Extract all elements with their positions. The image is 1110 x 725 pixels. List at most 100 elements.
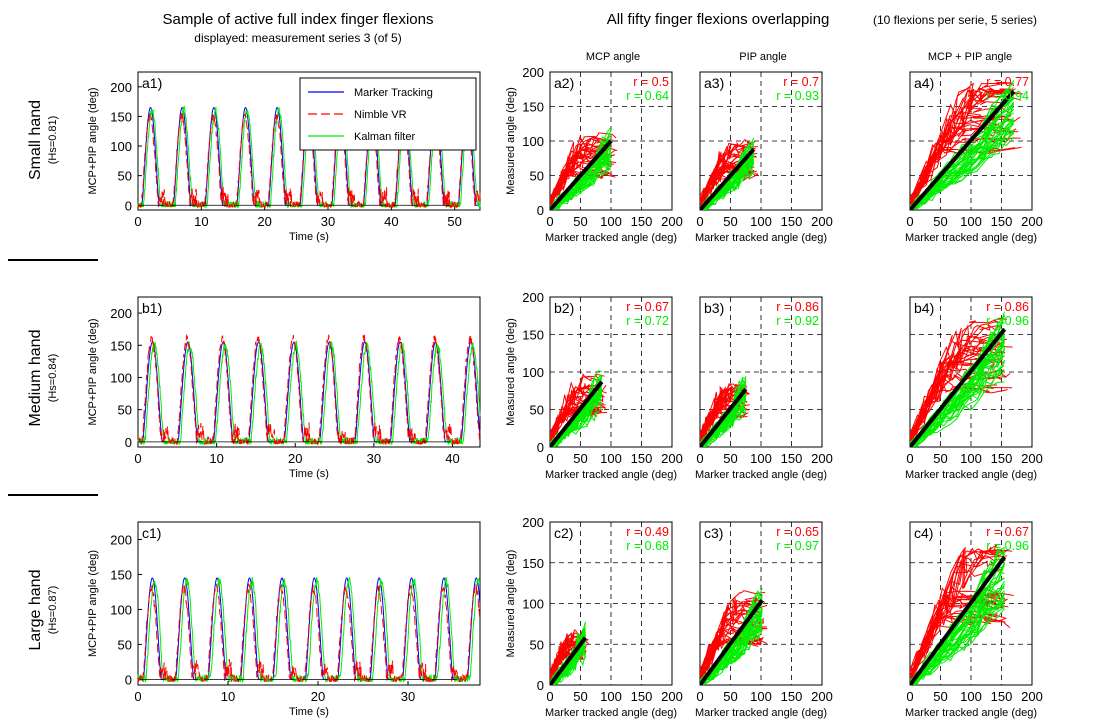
series-nimble [137,334,481,446]
nimble-trace [910,335,1008,443]
panel-label: b4) [914,300,934,316]
nimble-trace [910,111,1000,206]
series-nimble [137,583,481,684]
r-nimble-label: r = 0.7 [783,75,819,89]
kalman-trace [550,393,603,447]
series-kalman [137,576,481,684]
x-tick-label: 0 [546,451,553,466]
scatter-plot-a4: 0 50 100 150 200 Marker tracked angle (deg) a4… [905,71,1043,244]
scatter-traces [910,80,1024,210]
kalman-trace [910,608,1005,685]
x-tick-label: 20 [311,689,325,704]
x-tick-label: 100 [750,451,772,466]
panel-label: a2) [554,75,574,91]
x-tick-label: 100 [750,214,772,229]
kalman-trace [700,407,747,447]
x-tick-label: 200 [1021,689,1043,704]
y-axis-label: Measured angle (deg) [505,87,517,195]
y-tick-label: 150 [522,100,544,115]
y-axis-label: MCP+PIP angle (deg) [87,550,99,657]
y-tick-label: 200 [522,290,544,305]
x-axis-label: Marker tracked angle (deg) [545,707,677,719]
x-tick-label: 100 [600,451,622,466]
kalman-trace [910,594,1005,685]
y-tick-label: 200 [110,80,132,95]
identity-fit-line [550,139,613,210]
kalman-trace [910,104,1015,210]
nimble-trace [910,596,1006,673]
y-tick-label: 150 [110,109,132,124]
x-tick-label: 0 [134,689,141,704]
x-tick-label: 20 [257,214,271,229]
kalman-trace [700,155,754,210]
left-title: Sample of active full index finger flexi… [163,11,434,28]
y-tick-label: 50 [118,403,132,418]
axes-box [137,521,481,686]
y-tick-label: 50 [118,637,132,652]
nimble-trace [910,598,1008,671]
x-tick-label: 40 [384,214,398,229]
y-tick-label: 100 [522,365,544,380]
identity-fit-line [910,555,1007,685]
x-tick-label: 200 [661,451,683,466]
y-tick-label: 50 [530,403,544,418]
x-tick-label: 50 [933,689,947,704]
x-axis-label: Marker tracked angle (deg) [545,469,677,481]
row-hs-medium: (Hs=0.84) [47,354,59,403]
scatter-plot-a3: 0 50 100 150 200 Marker tracked angle (deg) a3… [695,71,833,244]
y-axis-label: MCP+PIP angle (deg) [87,87,99,194]
x-tick-label: 150 [781,689,803,704]
y-axis-label: Measured angle (deg) [505,318,517,426]
x-tick-label: 150 [631,689,653,704]
scatter-plot-b2: 00 50 50 100 100 150 150 200 200 Marker tracked a… [505,290,683,481]
scatter-plot-a2: 00 50 50 100 100 150 150 200 200 Marker tracked a… [505,65,683,244]
x-tick-label: 30 [367,451,381,466]
panel-label: c1) [142,525,161,541]
time-plot-c1: 0 10 20 30 0 50 100 150 200 Time (s) MCP+PIP angle… [87,521,481,718]
r-kalman-label: r = 0.93 [776,89,819,103]
nimble-trace [550,132,617,201]
x-tick-label: 0 [134,451,141,466]
col-title-mcp: MCP angle [586,51,640,63]
x-tick-label: 0 [696,451,703,466]
x-tick-label: 50 [573,214,587,229]
x-tick-label: 100 [750,689,772,704]
nimble-trace [910,136,1010,210]
kalman-trace [910,131,1014,210]
y-tick-label: 100 [110,602,132,617]
kalman-trace [700,625,763,685]
scatter-traces [700,376,750,447]
nimble-trace [700,383,748,447]
x-tick-label: 10 [221,689,235,704]
x-axis-label: Time (s) [289,706,329,718]
x-tick-label: 200 [811,451,833,466]
r-nimble-label: r = 0.49 [626,525,669,539]
panel-label: c2) [554,525,573,541]
x-axis-label: Time (s) [289,231,329,243]
y-tick-label: 0 [125,435,132,450]
identity-fit-line [910,327,1007,447]
row-label-large: Large hand [27,570,44,651]
y-tick-label: 100 [110,370,132,385]
x-tick-label: 200 [1021,214,1043,229]
x-tick-label: 50 [933,451,947,466]
scatter-traces [550,370,608,447]
r-kalman-label: r = 0.64 [626,89,669,103]
kalman-trace [700,162,754,210]
kalman-trace [910,334,1005,443]
col-title-pip: PIP angle [739,51,787,63]
nimble-trace [910,590,999,676]
r-nimble-label: r = 0.77 [986,75,1029,89]
scatter-traces [550,621,589,685]
y-tick-label: 50 [530,169,544,184]
panel-label: b2) [554,300,574,316]
legend-label-marker: Marker Tracking [354,87,433,99]
r-kalman-label: r = 0.94 [986,89,1029,103]
panel-label: a4) [914,75,934,91]
x-tick-label: 20 [288,451,302,466]
x-tick-label: 10 [209,451,223,466]
x-tick-label: 200 [661,689,683,704]
y-tick-label: 150 [522,328,544,343]
nimble-trace [550,135,612,198]
nimble-trace [550,631,583,677]
